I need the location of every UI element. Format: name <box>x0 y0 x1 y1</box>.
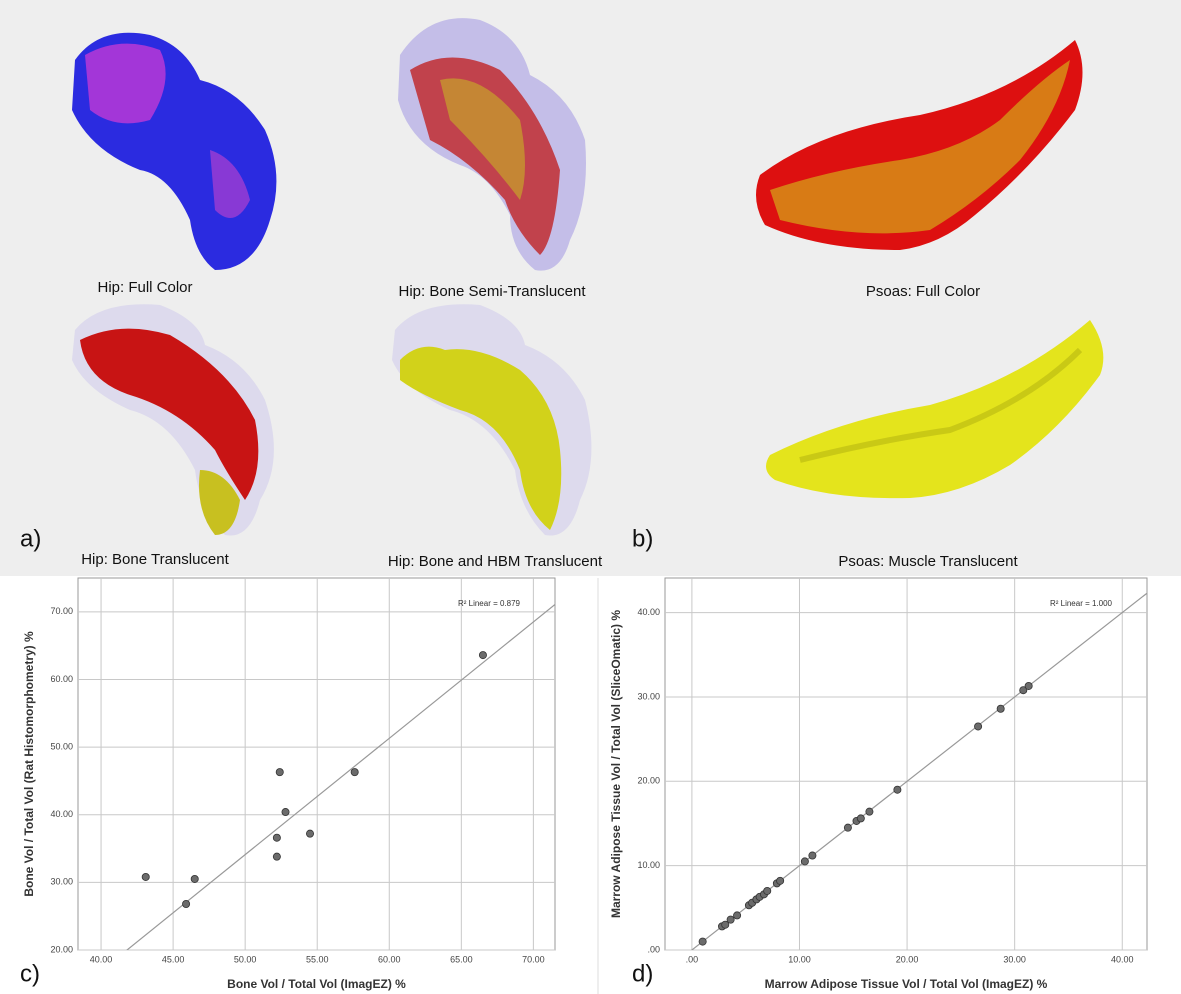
x-tick-label: .00 <box>686 954 699 964</box>
x-tick-label: 20.00 <box>896 954 919 964</box>
data-point <box>893 785 902 794</box>
x-tick-label: 30.00 <box>1003 954 1026 964</box>
data-point <box>865 807 874 816</box>
hip-translucent-render <box>72 304 274 536</box>
psoas-full-color-render <box>756 40 1083 250</box>
plot-area <box>77 577 556 951</box>
y-tick-label: 40.00 <box>637 607 660 617</box>
scatter-chart: .00 10.00 20.00 30.00 40.00 .00 10.00 20.00 30.0… <box>609 577 1148 991</box>
y-tick-label: 70.00 <box>50 606 73 616</box>
data-point <box>856 814 865 823</box>
data-point <box>141 872 150 881</box>
x-tick-label: 10.00 <box>788 954 811 964</box>
y-tick-label: 20.00 <box>50 944 73 954</box>
hip-full-color-render <box>72 32 277 271</box>
x-tick-label: 70.00 <box>522 954 545 964</box>
data-point <box>478 651 487 660</box>
data-point <box>974 722 983 731</box>
x-tick-label: 40.00 <box>90 954 113 964</box>
psoas-translucent-render <box>766 320 1104 499</box>
caption: Psoas: Muscle Translucent <box>838 553 1018 570</box>
x-tick-label: 60.00 <box>378 954 401 964</box>
caption: Hip: Bone Translucent <box>81 551 229 568</box>
x-tick-label: 50.00 <box>234 954 257 964</box>
data-point <box>698 937 707 946</box>
scatter-chart: 40.00 45.00 50.00 55.00 60.00 65.00 70.00 20.00… <box>22 577 556 991</box>
data-point <box>281 808 290 817</box>
hip-bone-hbm-render <box>392 304 592 536</box>
plot-area <box>664 577 1148 951</box>
fit-line <box>126 604 555 950</box>
data-point <box>733 911 742 920</box>
x-axis-title: Bone Vol / Total Vol (ImagEZ) % <box>227 977 406 991</box>
y-tick-label: 40.00 <box>50 809 73 819</box>
data-point <box>843 823 852 832</box>
data-point <box>182 900 191 909</box>
data-point <box>275 768 284 777</box>
y-tick-label: 10.00 <box>637 860 660 870</box>
data-point <box>800 857 809 866</box>
data-point <box>726 915 735 924</box>
x-tick-label: 40.00 <box>1111 954 1134 964</box>
data-point <box>1019 686 1028 695</box>
caption: Hip: Bone and HBM Translucent <box>388 553 603 570</box>
data-point <box>272 833 281 842</box>
hip-semi-translucent-render <box>398 18 586 271</box>
data-point <box>763 886 772 895</box>
data-point <box>272 852 281 861</box>
y-axis-title: Bone Vol / Total Vol (Rat Histomorphomet… <box>22 631 36 897</box>
y-tick-label: 50.00 <box>50 741 73 751</box>
y-tick-label: 30.00 <box>637 691 660 701</box>
y-tick-label: 30.00 <box>50 877 73 887</box>
annotation: R² Linear = 1.000 <box>1050 599 1113 608</box>
y-tick-label: .00 <box>647 944 660 954</box>
x-tick-label: 65.00 <box>450 954 473 964</box>
data-point <box>190 874 199 883</box>
data-point <box>776 876 785 885</box>
data-point <box>350 768 359 777</box>
fit-line <box>690 592 1147 950</box>
y-tick-label: 60.00 <box>50 674 73 684</box>
y-axis-title: Marrow Adipose Tissue Vol / Total Vol (S… <box>609 610 623 918</box>
x-tick-label: 55.00 <box>306 954 329 964</box>
data-point <box>721 920 730 929</box>
data-point <box>1024 681 1033 690</box>
data-point <box>306 829 315 838</box>
panel-label: d) <box>632 960 653 987</box>
caption: Hip: Bone Semi-Translucent <box>398 283 586 300</box>
caption: Psoas: Full Color <box>866 283 980 300</box>
y-tick-label: 20.00 <box>637 776 660 786</box>
panel-label: a) <box>20 525 41 552</box>
annotation: R² Linear = 0.879 <box>458 599 521 608</box>
panel-label: c) <box>20 960 40 987</box>
x-axis-title: Marrow Adipose Tissue Vol / Total Vol (I… <box>765 977 1048 991</box>
data-point <box>808 851 817 860</box>
data-point <box>996 704 1005 713</box>
caption: Hip: Full Color <box>97 279 192 296</box>
panel-label: b) <box>632 525 653 552</box>
x-tick-label: 45.00 <box>162 954 185 964</box>
